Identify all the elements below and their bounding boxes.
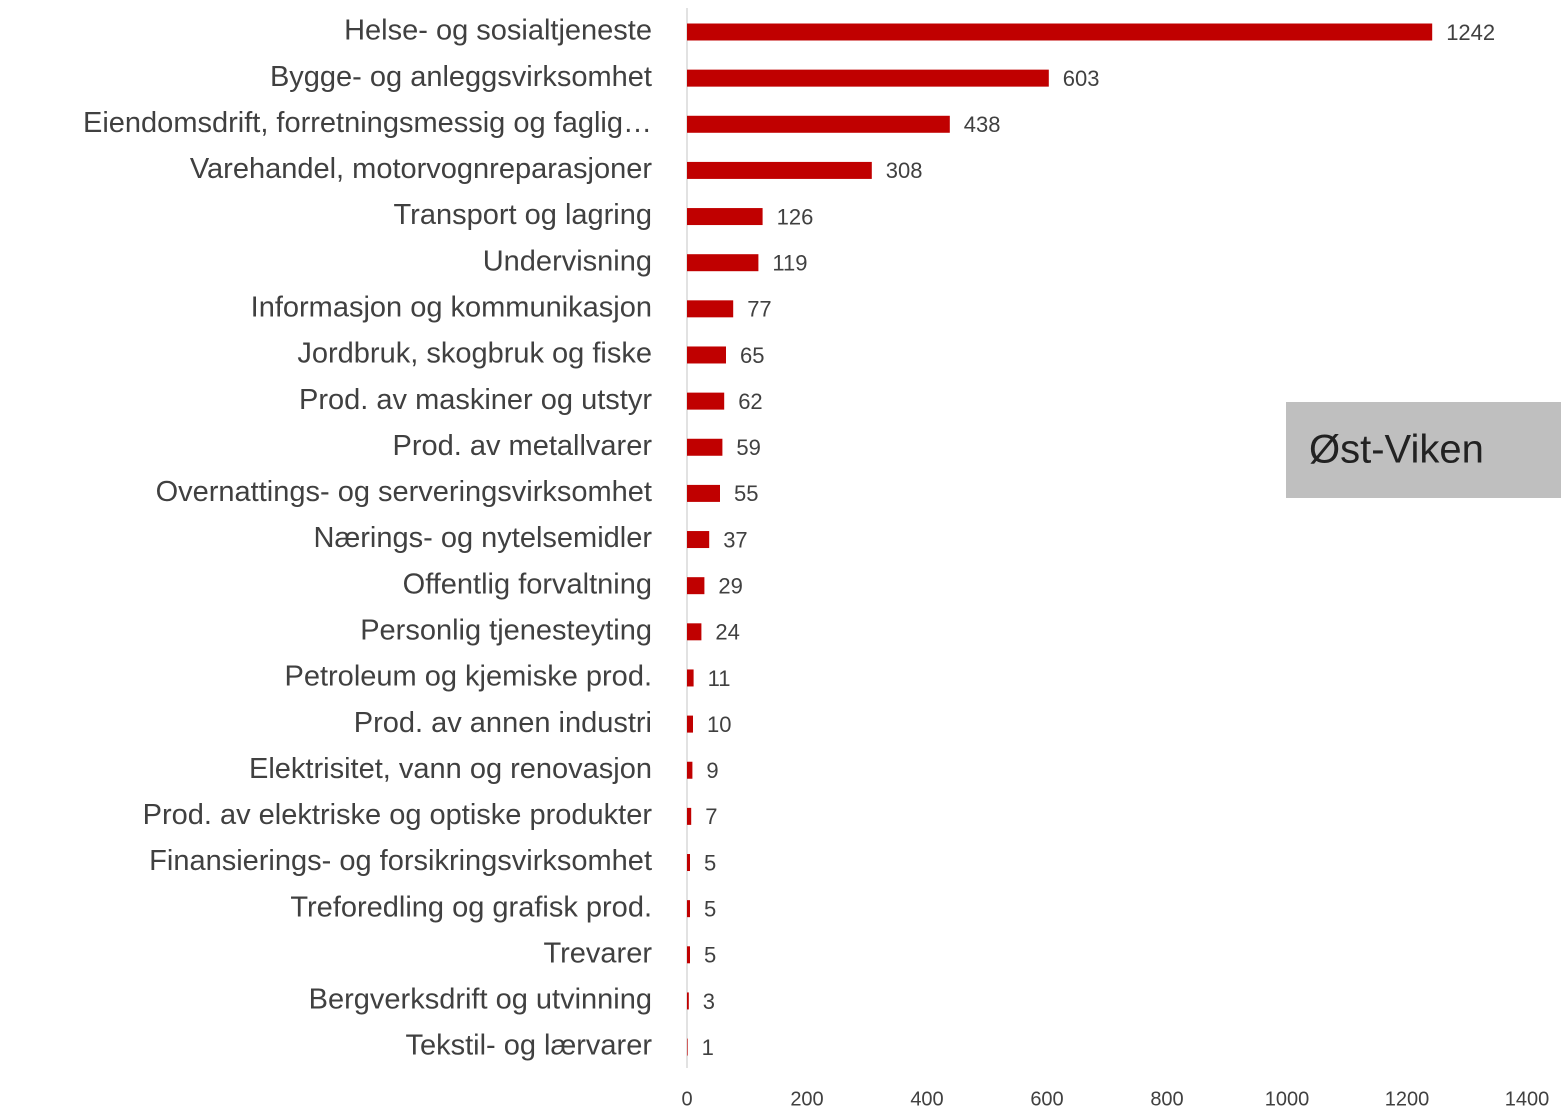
y-tick-label: Tekstil- og lærvarer xyxy=(405,1030,652,1062)
annotation: Øst-Viken xyxy=(1309,428,1484,472)
y-tick-label: Prod. av annen industri xyxy=(354,707,652,739)
value-label: 308 xyxy=(886,158,923,183)
annotation-box xyxy=(1286,402,1561,498)
y-tick-label: Treforedling og grafisk prod. xyxy=(290,891,652,923)
y-tick-label: Prod. av maskiner og utstyr xyxy=(299,384,652,416)
value-label: 1242 xyxy=(1446,20,1495,45)
value-label: 438 xyxy=(964,112,1001,137)
bar xyxy=(687,346,726,364)
value-label: 10 xyxy=(707,712,731,737)
value-label: 126 xyxy=(777,204,814,229)
y-tick-label: Petroleum og kjemiske prod. xyxy=(285,661,653,693)
value-label: 7 xyxy=(705,804,717,829)
bar xyxy=(687,1038,688,1056)
x-tick-label: 600 xyxy=(1030,1088,1063,1109)
bar xyxy=(687,761,693,779)
value-label: 24 xyxy=(715,620,739,645)
bar xyxy=(687,577,705,595)
value-label: 37 xyxy=(723,527,747,552)
y-tick-label: Undervisning xyxy=(483,245,652,277)
x-tick-label: 200 xyxy=(790,1088,823,1109)
y-tick-label: Informasjon og kommunikasjon xyxy=(251,291,652,323)
bar xyxy=(687,23,1433,41)
x-tick-label: 800 xyxy=(1150,1088,1183,1109)
value-label: 11 xyxy=(708,666,731,691)
y-tick-label: Transport og lagring xyxy=(394,199,652,231)
value-label: 77 xyxy=(747,297,771,322)
y-tick-label: Personlig tjenesteyting xyxy=(360,614,652,646)
value-label: 59 xyxy=(736,435,760,460)
value-label: 5 xyxy=(704,943,716,968)
value-label: 603 xyxy=(1063,66,1100,91)
y-tick-label: Varehandel, motorvognreparasjoner xyxy=(190,153,652,185)
y-tick-label: Bygge- og anleggsvirksomhet xyxy=(270,61,652,93)
value-label: 1 xyxy=(702,1035,714,1060)
bar xyxy=(687,161,872,179)
bar xyxy=(687,807,692,825)
bar xyxy=(687,992,689,1010)
bar xyxy=(687,115,950,133)
bar xyxy=(687,392,725,410)
bar xyxy=(687,623,702,641)
bar xyxy=(687,900,690,918)
y-tick-label: Helse- og sosialtjeneste xyxy=(344,15,652,47)
bar xyxy=(687,854,690,872)
y-tick-label: Elektrisitet, vann og renovasjon xyxy=(249,753,652,785)
value-label: 119 xyxy=(772,251,807,276)
bar xyxy=(687,531,710,549)
y-tick-label: Offentlig forvaltning xyxy=(403,568,652,600)
value-label: 5 xyxy=(704,850,716,875)
bar xyxy=(687,208,763,226)
y-tick-label: Jordbruk, skogbruk og fiske xyxy=(297,338,652,370)
y-tick-label: Eiendomsdrift, forretningsmessig og fagl… xyxy=(83,107,652,139)
bar xyxy=(687,669,694,687)
x-tick-label: 1200 xyxy=(1385,1088,1430,1109)
x-tick-label: 400 xyxy=(910,1088,943,1109)
value-label: 65 xyxy=(740,343,764,368)
bar xyxy=(687,254,759,272)
value-label: 5 xyxy=(704,896,716,921)
bar xyxy=(687,946,690,964)
value-label: 62 xyxy=(738,389,762,414)
bar xyxy=(687,438,723,456)
value-label: 9 xyxy=(706,758,718,783)
x-tick-label: 0 xyxy=(681,1088,692,1109)
y-tick-label: Overnattings- og serveringsvirksomhet xyxy=(156,476,652,508)
y-tick-label: Prod. av elektriske og optiske produkter xyxy=(143,799,653,831)
value-label: 29 xyxy=(718,573,742,598)
bar xyxy=(687,300,734,318)
y-tick-label: Prod. av metallvarer xyxy=(393,430,653,462)
y-tick-label: Nærings- og nytelsemidler xyxy=(314,522,653,554)
x-tick-label: 1000 xyxy=(1265,1088,1310,1109)
bar xyxy=(687,69,1049,87)
value-label: 3 xyxy=(703,989,715,1014)
y-tick-label: Finansierings- og forsikringsvirksomhet xyxy=(149,845,652,877)
y-tick-label: Bergverksdrift og utvinning xyxy=(309,984,652,1016)
y-tick-label: Trevarer xyxy=(544,937,653,969)
x-tick-label: 1400 xyxy=(1505,1088,1550,1109)
bar xyxy=(687,484,720,502)
bar xyxy=(687,715,693,733)
value-label: 55 xyxy=(734,481,758,506)
